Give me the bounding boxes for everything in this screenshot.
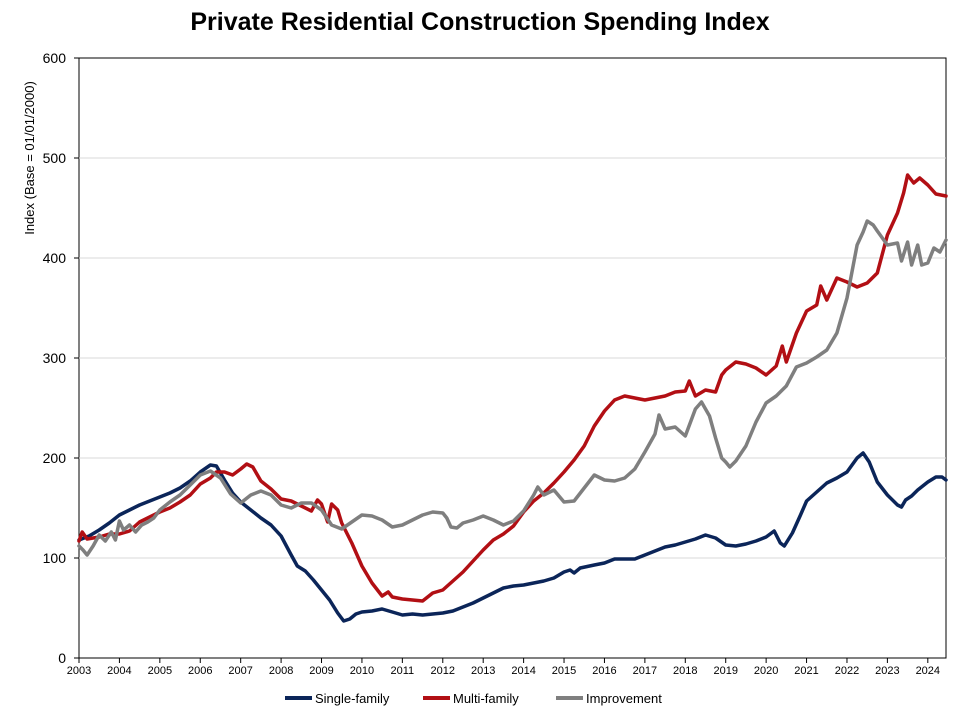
x-tick-label: 2011: [391, 665, 415, 677]
y-tick-label: 600: [43, 50, 67, 66]
y-tick-label: 300: [43, 350, 67, 366]
x-tick-label: 2019: [713, 665, 737, 677]
x-tick-label: 2006: [188, 665, 212, 677]
legend-label-multi-family: Multi-family: [453, 691, 519, 706]
x-tick-label: 2004: [107, 665, 131, 677]
series-line-multi-family: [77, 173, 948, 603]
x-axis-ticks: 2003 2004 2005 2006 2007 2008 2009 2010 2011 2012…: [67, 658, 940, 677]
y-axis-ticks: 0 100 200 300 400 500 600: [43, 50, 79, 666]
x-tick-label: 2007: [228, 665, 252, 677]
chart-title: Private Residential Construction Spendin…: [190, 8, 770, 36]
series-lines: [77, 173, 948, 623]
y-tick-label: 400: [43, 250, 67, 266]
x-tick-label: 2018: [673, 665, 697, 677]
x-tick-label: 2003: [67, 665, 91, 677]
x-tick-label: 2020: [754, 665, 778, 677]
x-tick-label: 2014: [511, 665, 535, 677]
x-tick-label: 2024: [916, 665, 940, 677]
x-tick-label: 2023: [875, 665, 899, 677]
y-axis-label: Index (Base = 01/01/2000): [22, 81, 37, 235]
x-tick-label: 2009: [309, 665, 333, 677]
y-tick-label: 100: [43, 550, 67, 566]
x-tick-label: 2016: [592, 665, 616, 677]
y-tick-label: 500: [43, 150, 67, 166]
x-tick-label: 2022: [835, 665, 859, 677]
x-tick-label: 2015: [552, 665, 576, 677]
x-tick-label: 2010: [350, 665, 374, 677]
x-tick-label: 2005: [148, 665, 172, 677]
x-tick-label: 2021: [794, 665, 818, 677]
x-tick-label: 2008: [269, 665, 293, 677]
legend-label-improvement: Improvement: [586, 691, 662, 706]
grid-lines: [79, 157, 946, 559]
x-tick-label: 2012: [431, 665, 455, 677]
y-tick-label: 0: [58, 650, 66, 666]
legend: Single-family Multi-family Improvement: [285, 691, 662, 706]
x-tick-label: 2017: [633, 665, 657, 677]
series-line-single-family: [77, 451, 948, 623]
series-line-improvement: [77, 219, 948, 557]
legend-label-single-family: Single-family: [315, 691, 390, 706]
y-tick-label: 200: [43, 450, 67, 466]
x-tick-label: 2013: [471, 665, 495, 677]
